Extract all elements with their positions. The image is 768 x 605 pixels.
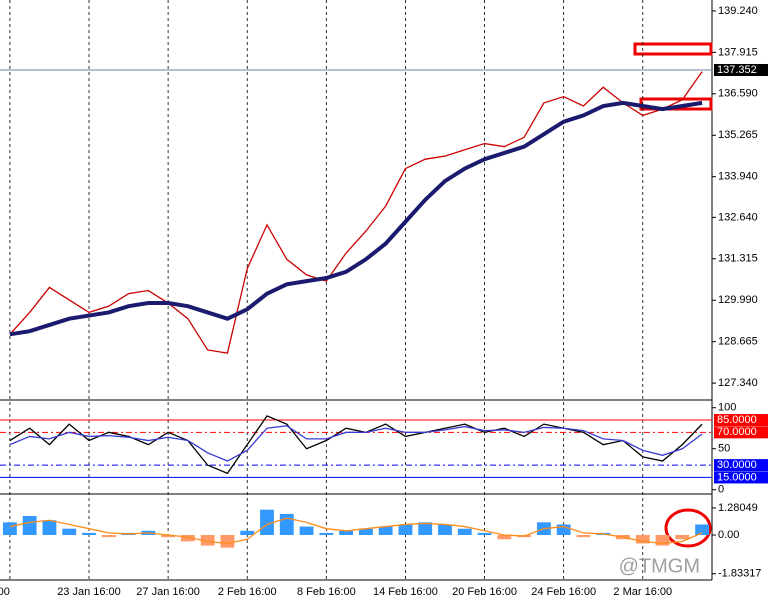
y-tick-label: 129.990: [718, 294, 758, 306]
histogram-bar: [655, 535, 670, 546]
y-tick-label: 136.590: [718, 88, 758, 100]
current-price-label: 137.352: [717, 64, 757, 76]
histogram-bar: [200, 535, 215, 546]
y-tick-label: 139.240: [718, 5, 758, 17]
current-price-box: [714, 63, 768, 76]
histogram-bar: [339, 530, 354, 536]
level-label: 70.0000: [717, 426, 757, 438]
histogram-bar: [675, 535, 690, 540]
histogram-bar: [457, 528, 472, 536]
histogram-bar: [635, 535, 650, 544]
series-line: [9, 517, 703, 545]
histogram-bar: [101, 535, 116, 538]
histogram-bar: [438, 524, 452, 536]
level-label-box: [714, 459, 768, 472]
series-line: [9, 425, 703, 462]
series-line: [9, 415, 703, 475]
y-tick-label: 100: [718, 402, 736, 414]
level-label-box: [714, 426, 768, 439]
histogram-bar: [358, 528, 373, 536]
y-tick-label: -1.83317: [718, 568, 761, 580]
y-tick-label: 1.28049: [718, 502, 758, 514]
y-tick-label: 0.00: [718, 529, 739, 541]
histogram-bar: [62, 528, 77, 536]
y-tick-label: 0: [718, 484, 724, 496]
y-tick-label: 132.640: [718, 211, 758, 223]
x-tick-label: 14 Feb 16:00: [373, 586, 438, 598]
watermark: @TMGM: [619, 555, 700, 577]
histogram-bar: [556, 524, 571, 536]
x-tick-label: 27 Jan 16:00: [136, 586, 200, 598]
histogram-bar: [220, 535, 235, 548]
annotation-circle: [664, 508, 712, 548]
histogram-bar: [418, 522, 433, 536]
histogram-bar: [319, 532, 334, 536]
histogram-bar: [398, 524, 413, 536]
histogram-bar: [378, 526, 393, 536]
level-label: 85.0000: [717, 414, 757, 426]
histogram-bar: [22, 516, 37, 536]
level-label-box: [714, 471, 768, 484]
y-tick-label: 127.340: [718, 377, 758, 389]
y-tick-label: 131.315: [718, 253, 758, 265]
histogram-bar: [42, 520, 57, 536]
histogram-bar: [161, 535, 176, 538]
histogram-bar: [260, 509, 274, 536]
y-tick-label: 133.940: [718, 171, 758, 183]
y-tick-label: 128.665: [718, 336, 758, 348]
x-tick-label: 20 Feb 16:00: [452, 586, 517, 598]
y-tick-label: 135.265: [718, 129, 758, 141]
histogram-bar: [180, 535, 195, 542]
histogram-bar: [695, 524, 710, 536]
level-label: 30.0000: [717, 459, 757, 471]
series-line: [9, 100, 703, 337]
x-tick-label: 8 Feb 16:00: [297, 586, 356, 598]
level-label: 15.0000: [717, 471, 757, 483]
level-label-box: [714, 414, 768, 427]
x-tick-label: 5:00: [0, 586, 10, 598]
y-tick-label: 137.915: [718, 46, 758, 58]
histogram-bar: [497, 535, 512, 540]
x-tick-label: 2 Feb 16:00: [218, 586, 277, 598]
x-tick-label: 24 Feb 16:00: [531, 586, 596, 598]
histogram-bar: [299, 526, 314, 536]
histogram-bar: [279, 513, 294, 536]
histogram-bar: [477, 532, 492, 536]
x-tick-label: 23 Jan 16:00: [57, 586, 121, 598]
histogram-bar: [240, 530, 255, 536]
y-tick-label: 50: [718, 443, 730, 455]
x-tick-label: 2 Mar 16:00: [613, 586, 672, 598]
histogram-bar: [2, 522, 17, 536]
histogram-bar: [82, 532, 96, 536]
annotation-box: [633, 42, 713, 56]
series-line: [9, 71, 703, 354]
histogram-bar: [576, 535, 591, 538]
